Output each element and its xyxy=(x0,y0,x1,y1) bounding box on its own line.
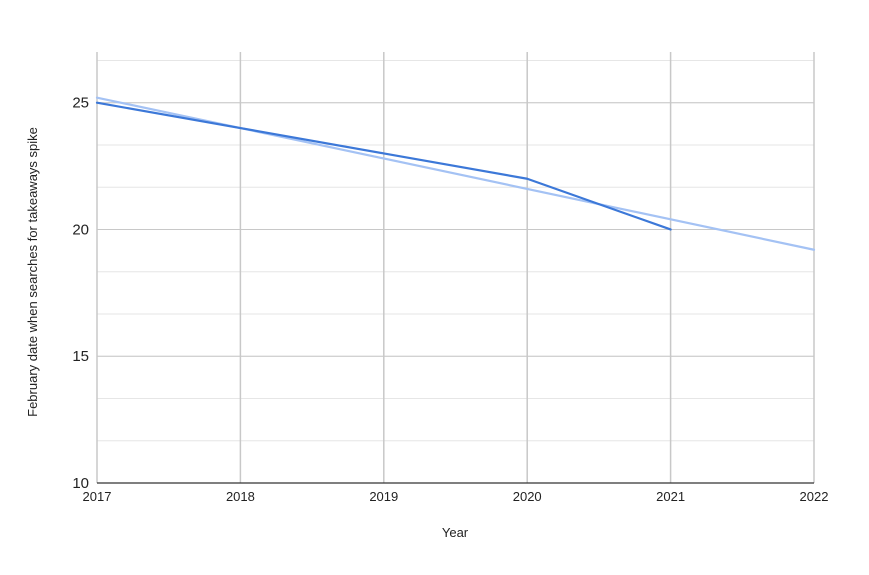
y-tick-label: 10 xyxy=(72,475,89,492)
y-tick-label: 25 xyxy=(72,95,89,112)
series-line xyxy=(95,101,672,231)
x-tick-label: 2021 xyxy=(656,489,685,504)
y-tick-label: 20 xyxy=(72,221,89,238)
x-tick-label: 2018 xyxy=(226,489,255,504)
x-axis-title: Year xyxy=(442,525,469,540)
x-tick-label: 2017 xyxy=(83,489,112,504)
plot-area xyxy=(95,96,816,251)
x-tick-label: 2019 xyxy=(369,489,398,504)
x-tick-label: 2022 xyxy=(800,489,829,504)
x-tick-label: 2020 xyxy=(513,489,542,504)
trendline xyxy=(95,96,816,251)
minor-gridlines xyxy=(97,59,814,484)
x-axis-ticks: 2017 2018 2019 2020 2021 2022 xyxy=(83,489,829,504)
y-axis-ticks: 10 15 20 25 xyxy=(72,95,89,492)
major-gridlines xyxy=(96,52,815,484)
y-axis-title: February date when searches for takeaway… xyxy=(25,127,40,417)
y-tick-label: 15 xyxy=(72,348,89,365)
